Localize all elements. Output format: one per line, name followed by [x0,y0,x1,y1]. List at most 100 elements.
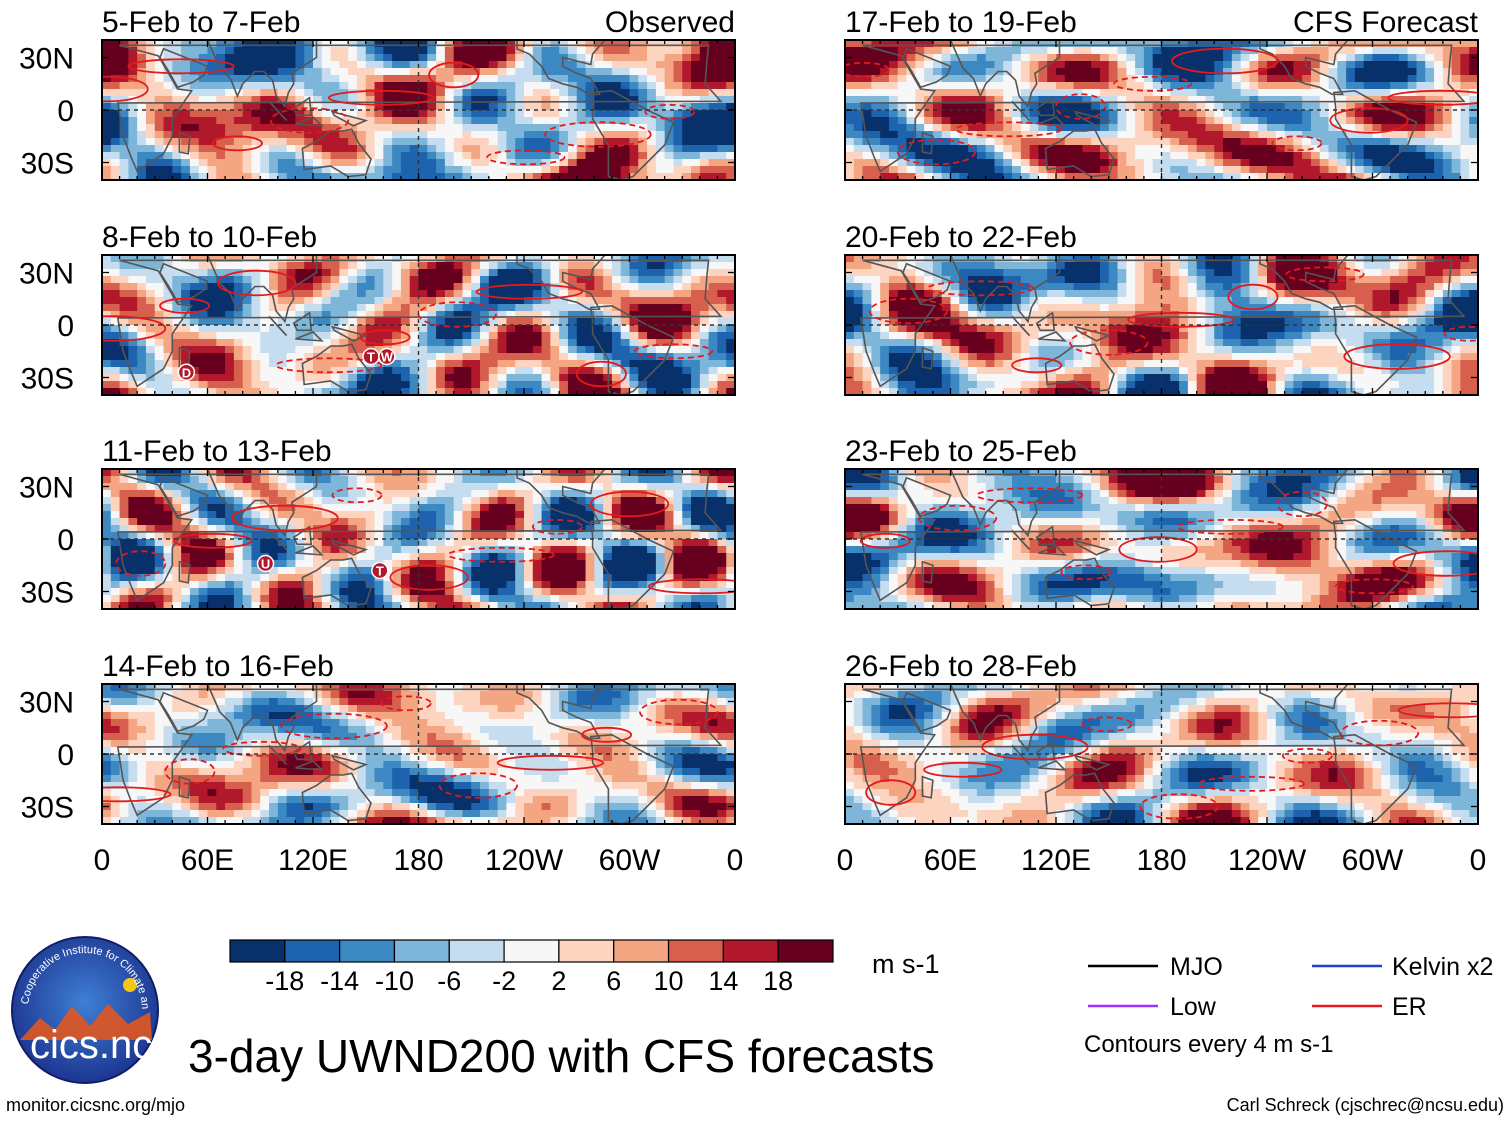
heatmap-cell [102,595,112,603]
heatmap-cell [488,47,499,55]
heatmap-cell [260,346,270,354]
heatmap-cell [444,560,455,568]
heatmap-cell [163,332,173,340]
heatmap-cell [506,525,516,533]
heatmap-cell [356,339,367,347]
heatmap-cell [277,581,288,589]
heatmap-cell [480,374,490,382]
heatmap-cell [594,367,604,375]
heatmap-cell [488,332,499,340]
heatmap-cell [453,89,464,97]
heatmap-cell [330,539,340,547]
heatmap-cell [400,255,411,263]
heatmap-cell [699,698,710,706]
heatmap-cell [453,138,464,146]
heatmap-cell [225,476,235,484]
heatmap-cell [321,166,332,174]
heatmap-cell [207,103,217,111]
heatmap-cell [480,733,490,741]
heatmap-cell [726,726,735,734]
heatmap-cell [647,124,657,132]
heatmap-cell [110,525,121,533]
heatmap-cell [251,726,261,734]
heatmap-cell [453,698,464,706]
heatmap-cell [163,353,173,361]
heatmap-cell [198,269,209,277]
heatmap-cell [691,68,701,76]
heatmap-cell [295,61,305,69]
heatmap-cell [251,560,261,568]
heatmap-cell [128,166,138,174]
heatmap-cell [260,159,270,167]
heatmap-cell [339,698,349,706]
heatmap-cell [532,733,543,741]
heatmap-cell [427,68,437,76]
heatmap-cell [691,518,701,526]
heatmap-cell [374,381,384,389]
heatmap-cell [418,40,428,48]
heatmap-cell [480,511,490,519]
heatmap-cell [726,138,735,146]
heatmap-cell [172,532,182,540]
heatmap-cell [708,332,719,340]
heatmap-cell [541,166,551,174]
heatmap-cell [304,539,314,547]
heatmap-cell [251,532,261,540]
heatmap-cell [304,173,314,180]
heatmap-cell [717,733,727,741]
heatmap-cell [269,388,279,395]
heatmap-cell [611,546,622,554]
heatmap-cell [119,740,129,748]
heatmap-cell [251,89,261,97]
heatmap-cell [216,68,226,76]
heatmap-cell [541,110,551,118]
heatmap-cell [163,588,173,596]
heatmap-cell [295,89,305,97]
heatmap-cell [629,581,639,589]
heatmap-cell [629,546,639,554]
heatmap-cell [567,138,578,146]
heatmap-cell [233,318,244,326]
heatmap-cell [673,297,683,305]
heatmap-cell [576,733,587,741]
heatmap-cell [603,346,613,354]
heatmap-cell [576,532,587,540]
heatmap-cell [145,360,156,368]
heatmap-cell [172,546,182,554]
heatmap-cell [541,367,551,375]
heatmap-cell [286,581,297,589]
heatmap-cell [453,145,464,153]
heatmap-cell [576,374,587,382]
heatmap-cell [145,560,156,568]
heatmap-cell [251,297,261,305]
heatmap-cell [172,283,182,291]
heatmap-cell [691,367,701,375]
heatmap-cell [119,726,129,734]
heatmap-cell [102,546,112,554]
heatmap-cell [304,339,314,347]
heatmap-cell [717,726,727,734]
heatmap-cell [480,332,490,340]
heatmap-cell [497,374,508,382]
heatmap-cell [524,311,534,319]
heatmap-cell [392,518,402,526]
heatmap-cell [620,304,631,312]
heatmap-cell [647,595,657,603]
heatmap-cell [383,719,393,727]
heatmap-cell [145,532,156,540]
heatmap-cell [444,159,455,167]
heatmap-cell [567,117,578,125]
heatmap-cell [154,712,165,720]
heatmap-cell [154,469,165,477]
heatmap-cell [374,691,384,699]
heatmap-cell [699,40,710,48]
heatmap-cell [172,733,182,741]
heatmap-cell [198,588,209,596]
heatmap-cell [269,698,279,706]
heatmap-cell [620,262,631,270]
heatmap-cell [251,152,261,160]
heatmap-cell [365,311,376,319]
heatmap-cell [102,532,112,540]
heatmap-cell [216,110,226,118]
heatmap-cell [102,131,112,139]
